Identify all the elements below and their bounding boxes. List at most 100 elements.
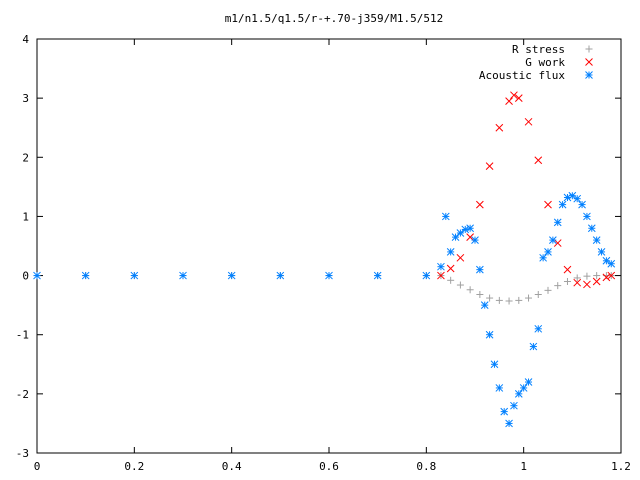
data-point <box>466 233 474 241</box>
data-point <box>437 271 445 280</box>
data-point <box>573 274 581 282</box>
data-point <box>554 282 562 290</box>
data-point <box>490 360 499 369</box>
y-tick-label: 3 <box>22 92 29 105</box>
data-point <box>549 236 557 244</box>
data-point <box>130 271 139 280</box>
data-point <box>592 236 601 244</box>
data-point <box>461 225 470 234</box>
data-point <box>456 229 465 237</box>
data-point <box>593 272 601 280</box>
data-point <box>524 117 533 126</box>
data-point <box>447 276 455 284</box>
data-point <box>573 194 582 203</box>
data-point <box>495 123 504 132</box>
y-tick-label: 0 <box>22 270 29 283</box>
x-tick-label: 1.2 <box>611 460 631 473</box>
y-tick-label: -2 <box>16 388 29 401</box>
data-point <box>471 236 479 244</box>
data-point <box>573 278 582 287</box>
data-point <box>495 384 504 392</box>
data-point <box>515 296 523 304</box>
data-point <box>456 281 464 289</box>
data-point <box>602 273 611 282</box>
data-point <box>485 330 494 339</box>
x-tick-label: 0 <box>34 460 41 473</box>
data-point <box>592 277 601 286</box>
x-tick-label: 0.2 <box>124 460 144 473</box>
y-tick-label: 1 <box>22 210 29 223</box>
y-tick-label: 4 <box>22 33 29 46</box>
series-cross <box>437 91 616 289</box>
legend-marker <box>585 71 593 79</box>
data-point <box>227 271 236 280</box>
data-point <box>466 224 474 233</box>
x-tick-label: 0.4 <box>222 460 242 473</box>
y-axis: 4 3 2 1 0 -1 -2 -3 <box>16 33 621 460</box>
legend-label: Acoustic flux <box>479 69 565 82</box>
data-point <box>510 401 518 410</box>
data-point <box>451 233 460 241</box>
data-point <box>563 277 571 285</box>
data-point <box>466 286 474 294</box>
data-point <box>583 280 591 289</box>
y-tick-label: 2 <box>22 151 29 164</box>
data-point <box>373 271 382 280</box>
x-axis: 0 0.2 0.4 0.6 0.8 1 1.2 <box>34 39 631 473</box>
data-point <box>607 271 616 280</box>
data-point <box>534 324 543 333</box>
data-point <box>476 290 484 298</box>
data-point <box>583 212 591 221</box>
data-point <box>514 94 523 102</box>
data-point <box>456 253 465 262</box>
data-point <box>544 286 552 294</box>
data-point <box>276 271 285 280</box>
data-point <box>539 253 547 262</box>
data-point <box>578 200 586 209</box>
data-point <box>486 294 494 302</box>
data-point <box>325 271 333 280</box>
data-point <box>505 97 513 105</box>
data-point <box>476 200 484 209</box>
data-point <box>480 301 489 309</box>
data-point <box>505 297 513 305</box>
data-point <box>583 272 591 280</box>
data-point <box>563 193 572 202</box>
chart-title: m1/n1.5/q1.5/r-+.70-j359/M1.5/512 <box>225 12 444 25</box>
data-point <box>476 265 484 274</box>
data-point <box>81 271 90 280</box>
legend-label: G work <box>525 56 565 69</box>
y-tick-label: -3 <box>16 447 29 460</box>
data-point <box>544 248 552 256</box>
legend-marker <box>585 45 593 53</box>
data-point <box>524 378 533 386</box>
x-tick-label: 0.8 <box>416 460 436 473</box>
data-point <box>446 264 455 273</box>
data-point <box>529 342 538 351</box>
data-point <box>553 218 562 227</box>
data-point <box>587 224 596 233</box>
data-point <box>525 294 533 302</box>
data-point <box>514 390 523 398</box>
data-point <box>505 419 513 428</box>
data-point <box>534 156 543 165</box>
legend-marker <box>585 58 593 66</box>
data-point <box>597 248 606 256</box>
data-point <box>519 384 528 392</box>
x-tick-label: 0.6 <box>319 460 339 473</box>
data-point <box>534 290 542 298</box>
data-point <box>553 239 562 247</box>
data-point <box>495 296 503 304</box>
data-point <box>558 200 567 209</box>
data-point <box>500 407 509 416</box>
legend-label: R stress <box>512 43 565 56</box>
data-point <box>179 271 187 280</box>
data-point <box>422 271 431 280</box>
data-point <box>544 200 552 209</box>
data-point <box>510 91 518 100</box>
data-point <box>437 262 445 271</box>
y-tick-label: -1 <box>16 329 29 342</box>
x-tick-label: 1 <box>520 460 527 473</box>
